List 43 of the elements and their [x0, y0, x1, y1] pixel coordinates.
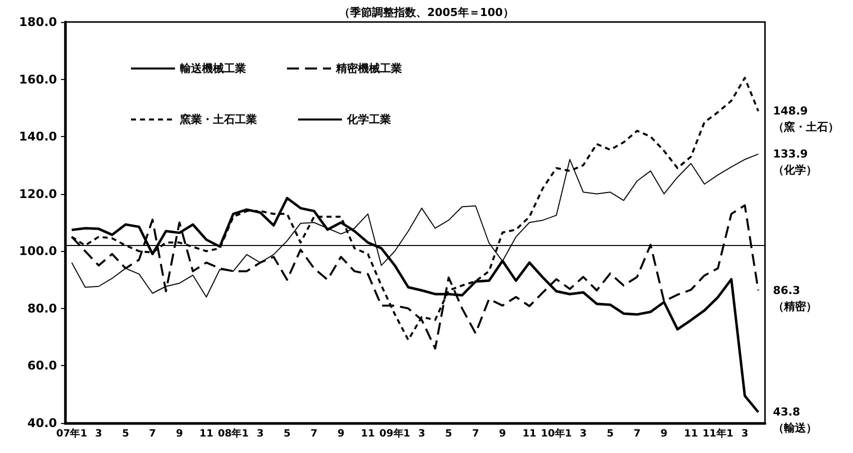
x-tick-label: 5	[445, 428, 452, 440]
x-tick-label: 5	[284, 428, 291, 440]
x-tick-label: 11	[199, 428, 214, 440]
y-tick-label: 180.0	[19, 15, 57, 29]
x-tick-label: 7	[149, 428, 156, 440]
x-tick-label: 10年1	[540, 428, 572, 440]
legend-label: 化学工業	[346, 113, 391, 126]
x-tick-label: 9	[499, 428, 506, 440]
x-tick-label: 3	[418, 428, 426, 440]
x-tick-label: 9	[660, 428, 668, 440]
y-tick-label: 60.0	[27, 358, 57, 373]
legend-label: 精密機械工業	[335, 62, 402, 75]
text: 43.8 （輸送）	[773, 406, 817, 435]
x-tick-label: 9	[176, 428, 183, 440]
x-tick-label: 11	[360, 428, 375, 440]
x-tick-label: 3	[580, 428, 587, 440]
legend-label: 窯業・土石工業	[179, 113, 257, 126]
x-tick-label: 3	[95, 428, 102, 440]
text: 86.3 （精密）	[773, 284, 817, 313]
x-tick-label: 5	[122, 428, 130, 440]
x-tick-label: 5	[606, 428, 614, 440]
text: 133.9 （化学）	[773, 148, 817, 177]
x-tick-label: 07年1	[56, 428, 88, 440]
x-tick-label: 9	[337, 428, 344, 440]
x-tick-label: 11	[522, 428, 536, 440]
y-tick-label: 80.0	[27, 301, 57, 316]
y-tick-label: 40.0	[27, 416, 57, 430]
y-tick-label: 100.0	[19, 244, 57, 258]
text: 148.9 （窯・土石）	[773, 104, 839, 134]
y-tick-label: 140.0	[19, 130, 57, 144]
x-tick-label: 3	[741, 428, 748, 440]
x-tick-label: 08年1	[218, 428, 249, 440]
x-tick-label: 7	[634, 428, 641, 440]
x-tick-label: 3	[256, 428, 264, 440]
y-tick-label: 120.0	[19, 186, 57, 201]
y-tick-label: 160.0	[19, 72, 57, 86]
x-tick-label: 7	[472, 428, 480, 440]
chart-title: （季節調整指数、2005年＝100）	[339, 6, 514, 19]
x-tick-label: 11年1	[702, 428, 734, 440]
x-tick-label: 09年1	[379, 428, 410, 440]
x-tick-label: 11	[684, 428, 698, 440]
legend-label: 輸送機械工業	[179, 62, 246, 75]
x-tick-label: 7	[310, 428, 318, 440]
